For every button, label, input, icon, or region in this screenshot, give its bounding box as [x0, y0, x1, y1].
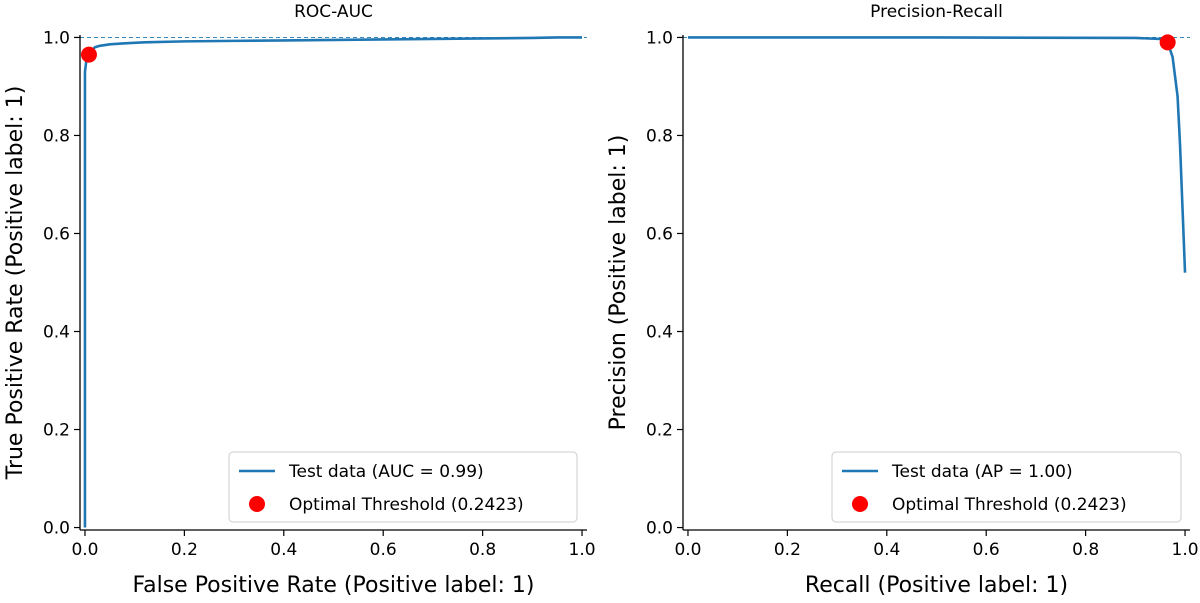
x-tick-label: 0.2 — [171, 540, 198, 560]
x-tick-label: 1.0 — [1172, 540, 1199, 560]
x-tick-label: 0.0 — [71, 540, 98, 560]
legend-point-swatch — [249, 496, 265, 512]
legend: Test data (AUC = 0.99) Optimal Threshold … — [228, 451, 578, 523]
x-tick-label: 0.2 — [774, 540, 801, 560]
y-axis-label: True Positive Rate (Positive label: 1) — [3, 86, 28, 481]
x-tick-label: 0.0 — [674, 540, 701, 560]
y-tick-label: 0.0 — [646, 519, 673, 539]
legend-frame — [831, 451, 1182, 523]
optimal-threshold-point — [1159, 34, 1176, 51]
legend-label: Optimal Threshold (0.2423) — [892, 495, 1127, 515]
x-axis-label: Recall (Positive label: 1) — [805, 573, 1068, 598]
chart-title: Precision-Recall — [870, 2, 1003, 22]
legend: Test data (AP = 1.00) Optimal Threshold (… — [831, 451, 1182, 523]
x-tick-label: 0.8 — [469, 540, 496, 560]
legend-label: Test data (AUC = 0.99) — [288, 462, 484, 482]
x-tick-label: 1.0 — [569, 540, 596, 560]
y-tick-label: 0.8 — [43, 126, 70, 146]
chart-title: ROC-AUC — [294, 2, 373, 22]
y-tick-label: 0.8 — [646, 126, 673, 146]
curve-line — [687, 36, 1187, 273]
y-tick-label: 0.2 — [646, 421, 673, 441]
x-axis-label: False Positive Rate (Positive label: 1) — [132, 573, 534, 598]
chart-panel-2: Precision-Recall 0.0 0.2 0.4 0.6 0.8 1.0 0.0 0.2… — [606, 2, 1199, 598]
chart-panel-1: ROC-AUC 0.0 0.2 0.4 0.6 0.8 1.0 0.0 0.2 0.4 0.6 0.8… — [3, 2, 596, 598]
y-tick-label: 0.0 — [43, 519, 70, 539]
y-tick-label: 0.6 — [43, 224, 70, 244]
y-tick-label: 1.0 — [43, 28, 70, 48]
x-tick-label: 0.4 — [873, 540, 900, 560]
x-tick-label: 0.6 — [973, 540, 1000, 560]
legend-label: Optimal Threshold (0.2423) — [289, 495, 524, 515]
y-tick-label: 0.4 — [646, 323, 673, 343]
x-tick-label: 0.4 — [270, 540, 297, 560]
y-tick-label: 0.4 — [43, 323, 70, 343]
legend-frame — [228, 451, 578, 523]
x-tick-label: 0.8 — [1072, 540, 1099, 560]
y-tick-label: 0.2 — [43, 421, 70, 441]
x-tick-label: 0.6 — [370, 540, 397, 560]
legend-point-swatch — [852, 496, 868, 512]
y-tick-label: 1.0 — [646, 28, 673, 48]
y-tick-label: 0.6 — [646, 224, 673, 244]
legend-label: Test data (AP = 1.00) — [891, 462, 1073, 482]
y-axis-label: Precision (Positive label: 1) — [606, 135, 631, 431]
optimal-threshold-point — [80, 46, 97, 63]
